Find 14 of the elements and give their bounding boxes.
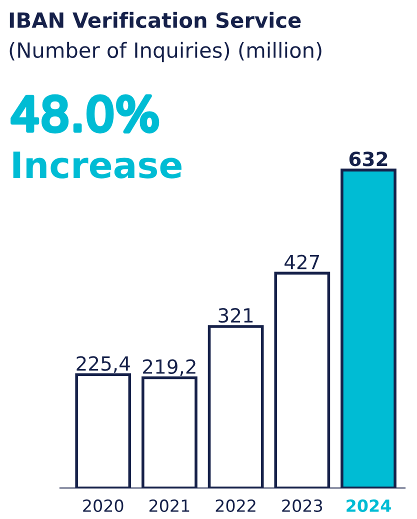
data-label: 427: [284, 254, 320, 270]
text: 48.0%: [12, 96, 158, 132]
data-label: 225,4: [76, 356, 130, 373]
x-tick-label: 2020: [83, 499, 124, 512]
data-label: 632: [349, 152, 388, 166]
x-tick-label: 2022: [216, 499, 256, 512]
x-tick-label: 2021: [149, 499, 190, 512]
data-label: 321: [218, 308, 253, 323]
x-tick-label: 2024: [346, 499, 391, 512]
annotation: Increase: [13, 152, 182, 178]
data-label: 219,2: [143, 359, 196, 376]
chart-subtitle: (Number of Inquiries) (million): [10, 42, 322, 62]
chart-title: IBAN Verification Service: [10, 12, 301, 28]
x-tick-label: 2023: [282, 499, 322, 512]
